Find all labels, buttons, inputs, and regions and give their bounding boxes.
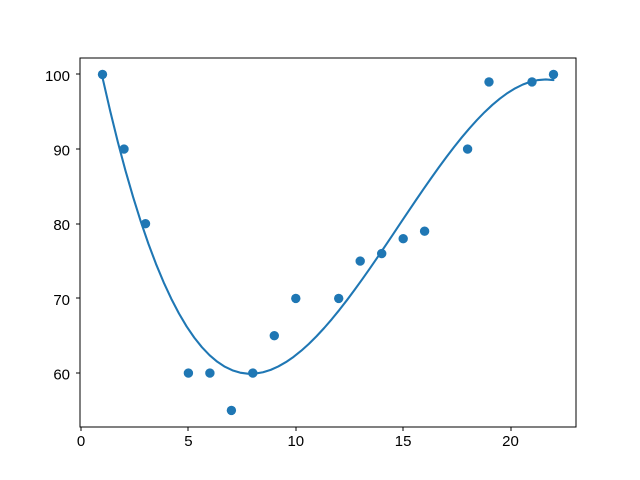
svg-text:5: 5 [184,433,192,450]
svg-text:80: 80 [53,217,70,234]
svg-text:15: 15 [395,433,412,450]
svg-text:70: 70 [53,292,70,309]
svg-text:20: 20 [502,433,519,450]
svg-text:10: 10 [287,433,304,450]
svg-text:60: 60 [53,367,70,384]
svg-text:100: 100 [45,68,70,85]
svg-text:0: 0 [77,433,85,450]
svg-text:90: 90 [53,143,70,160]
